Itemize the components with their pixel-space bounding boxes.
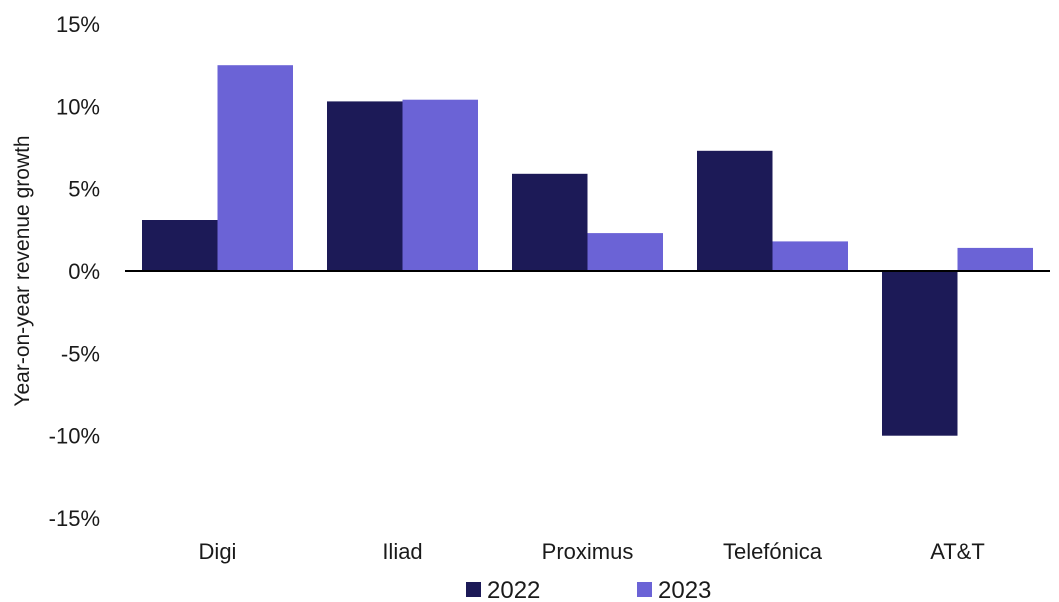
bars	[142, 65, 1033, 436]
y-tick-label: -15%	[49, 506, 100, 531]
y-tick-label: 5%	[68, 177, 100, 202]
bar-2023-telefnica	[772, 241, 848, 271]
y-tick-label: 0%	[68, 259, 100, 284]
y-axis-title-group: Year-on-year revenue growth	[11, 135, 34, 406]
y-tick-label: -10%	[49, 424, 100, 449]
category-label: Digi	[199, 539, 237, 564]
bar-2023-att	[957, 247, 1033, 271]
bar-2023-proximus	[587, 233, 663, 271]
y-axis-title: Year-on-year revenue growth	[11, 135, 34, 406]
legend-swatch-2022	[466, 582, 481, 597]
bar-2022-telefnica	[697, 150, 773, 271]
legend: 2022 2023	[466, 577, 711, 602]
bar-2022-iliad	[327, 101, 403, 272]
bar-2022-digi	[142, 220, 218, 271]
bar-2022-proximus	[512, 173, 588, 271]
y-tick-labels: 15% 10% 5% 0% -5% -10% -15%	[49, 12, 100, 531]
y-tick-label: 15%	[56, 12, 100, 37]
category-label: Telefónica	[723, 539, 823, 564]
legend-swatch-2023	[637, 582, 652, 597]
y-tick-label: -5%	[61, 341, 100, 366]
bar-2023-digi	[217, 65, 293, 271]
category-label: Iliad	[382, 539, 422, 564]
legend-label: 2022	[487, 577, 540, 602]
category-labels: Digi Iliad Proximus Telefónica AT&T	[199, 539, 985, 564]
y-tick-label: 10%	[56, 94, 100, 119]
category-label: Proximus	[542, 539, 634, 564]
bar-2023-iliad	[402, 99, 478, 271]
bar-2022-att	[882, 271, 958, 436]
legend-label: 2023	[658, 577, 711, 602]
category-label: AT&T	[930, 539, 985, 564]
